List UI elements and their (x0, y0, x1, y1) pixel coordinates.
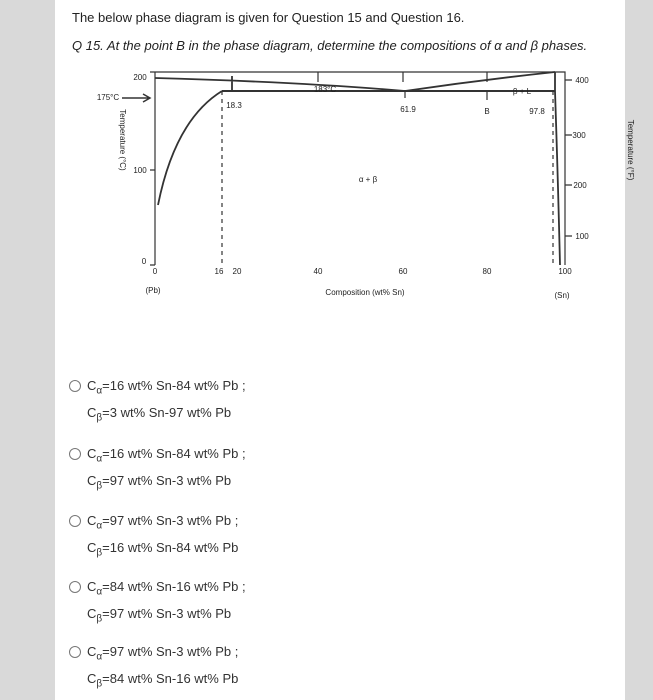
left-tick-label: 0 (142, 257, 147, 266)
option-text: =97 wt% Sn-3 wt% Pb (102, 606, 232, 621)
right-tick-label: 200 (573, 181, 587, 190)
radio-button[interactable] (69, 646, 81, 658)
radio-button[interactable] (69, 515, 81, 527)
x-tick-label: 60 (399, 267, 408, 276)
option-line: Cβ=97 wt% Sn-3 wt% Pb (87, 606, 231, 625)
solvus-right (554, 72, 561, 266)
solvus-left (157, 90, 223, 206)
liquidus (154, 71, 556, 92)
annotation: β + L (513, 87, 532, 96)
x-tick-label: 40 (314, 267, 323, 276)
option-symbol: C (87, 378, 97, 393)
option-symbol: C (87, 606, 97, 621)
option-text: =3 wt% Sn-97 wt% Pb (102, 405, 232, 420)
x-axis-title: Composition (wt% Sn) (325, 288, 404, 297)
option-sub: α (96, 586, 103, 598)
question: Q 15. At the point B in the phase diagra… (72, 38, 588, 53)
radio-button[interactable] (69, 581, 81, 593)
option-line: Cβ=16 wt% Sn-84 wt% Pb (87, 540, 238, 559)
right-tick-label: 400 (575, 76, 589, 85)
option-text: =16 wt% Sn-84 wt% Pb ; (102, 446, 246, 461)
option-text: =16 wt% Sn-84 wt% Pb (102, 540, 239, 555)
markers (404, 91, 488, 100)
option-text: =84 wt% Sn-16 wt% Pb ; (102, 579, 246, 594)
option-sub: α (96, 453, 103, 465)
option-line: Cβ=84 wt% Sn-16 wt% Pb (87, 671, 238, 690)
option-sub: β (96, 547, 103, 559)
option-symbol: C (87, 405, 97, 420)
end-label: (Sn) (554, 291, 569, 300)
axes (154, 71, 566, 265)
right-tick-label: 100 (575, 232, 589, 241)
option-text: =16 wt% Sn-84 wt% Pb ; (102, 378, 246, 393)
title: The below phase diagram is given for Que… (72, 10, 465, 25)
annotation: 61.9 (400, 105, 416, 114)
radio-button[interactable] (69, 380, 81, 392)
quiz-panel: The below phase diagram is given for Que… (55, 0, 625, 700)
option-line: Cβ=3 wt% Sn-97 wt% Pb (87, 405, 231, 424)
right-axis-title: Temperature (°F) (626, 120, 635, 181)
left-tick-label: 100 (133, 166, 147, 175)
annotation: 97.8 (529, 107, 545, 116)
option-text: =97 wt% Sn-3 wt% Pb ; (102, 513, 239, 528)
option-sub: β (96, 412, 103, 424)
option-symbol: C (87, 579, 97, 594)
x-tick-label: 16 (215, 267, 224, 276)
phase-diagram: Temperature (°C) Temperature (°F) Composit… (97, 71, 635, 300)
top-ticks (317, 72, 488, 82)
annotation: 175°C (97, 93, 120, 102)
option-line: Cα=84 wt% Sn-16 wt% Pb ; (87, 579, 246, 598)
left-axis-ticks (150, 71, 155, 266)
annotation: B (484, 107, 489, 116)
right-axis-ticks (565, 79, 572, 237)
option-sub: β (96, 678, 103, 690)
option-sub: α (96, 520, 103, 532)
annotation: 183°C (314, 85, 337, 94)
annotation: α + β (359, 175, 378, 184)
option-symbol: C (87, 513, 97, 528)
option-line: Cα=97 wt% Sn-3 wt% Pb ; (87, 644, 238, 663)
option-text: =97 wt% Sn-3 wt% Pb (102, 473, 232, 488)
diagram-lines (122, 71, 572, 266)
option-sub: β (96, 613, 103, 625)
option-symbol: C (87, 446, 97, 461)
option-text: =84 wt% Sn-16 wt% Pb (102, 671, 239, 686)
end-label: (Pb) (145, 286, 160, 295)
option-line: Cβ=97 wt% Sn-3 wt% Pb (87, 473, 231, 492)
radio-button[interactable] (69, 448, 81, 460)
option-symbol: C (87, 644, 97, 659)
x-tick-label: 20 (233, 267, 242, 276)
option-symbol: C (87, 540, 97, 555)
option-symbol: C (87, 671, 97, 686)
option-line: Cα=97 wt% Sn-3 wt% Pb ; (87, 513, 238, 532)
option-line: Cα=16 wt% Sn-84 wt% Pb ; (87, 378, 246, 397)
option-sub: α (96, 651, 103, 663)
right-tick-label: 300 (572, 131, 586, 140)
option-text: =97 wt% Sn-3 wt% Pb ; (102, 644, 239, 659)
option-sub: β (96, 480, 103, 492)
x-tick-label: 0 (153, 267, 158, 276)
arrow-175 (122, 93, 152, 103)
x-tick-label: 100 (558, 267, 572, 276)
option-line: Cα=16 wt% Sn-84 wt% Pb ; (87, 446, 246, 465)
option-sub: α (96, 385, 103, 397)
x-tick-label: 80 (483, 267, 492, 276)
left-tick-label: 200 (133, 73, 147, 82)
left-axis-title: Temperature (°C) (118, 109, 127, 171)
annotation: 18.3 (226, 101, 242, 110)
option-symbol: C (87, 473, 97, 488)
